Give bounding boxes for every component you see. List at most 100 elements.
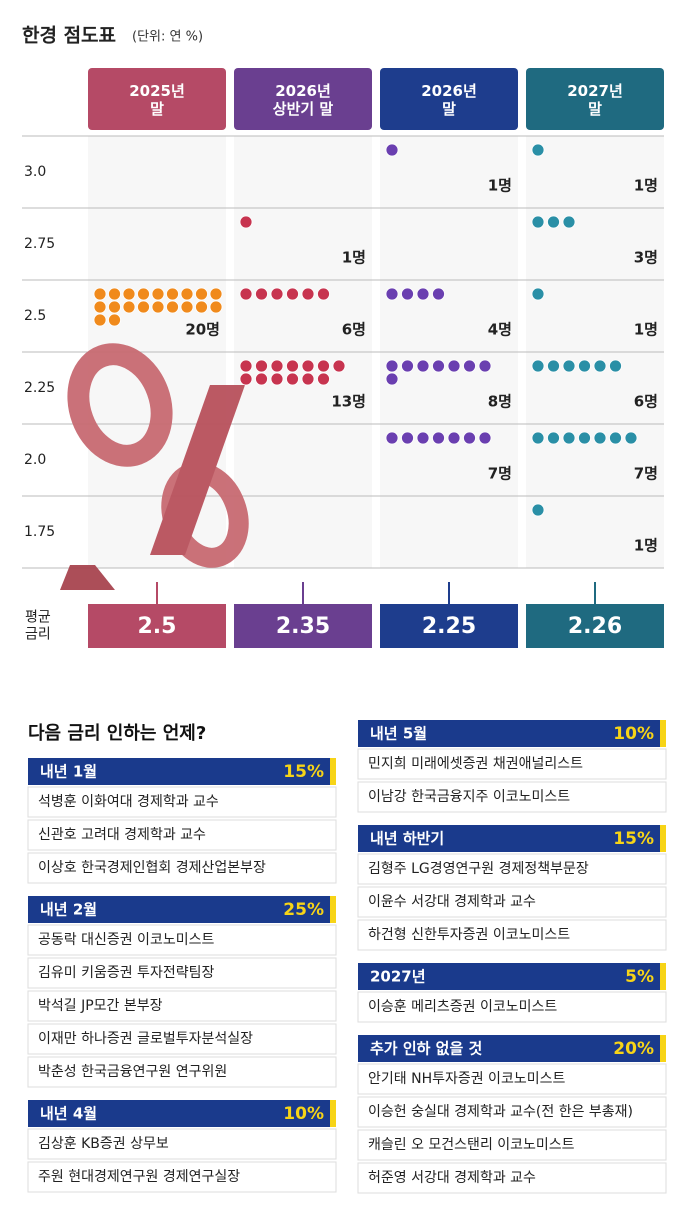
person: 이승훈 메리츠증권 이코노미스트 <box>368 999 557 1015</box>
percent-illustration <box>60 343 249 590</box>
dot <box>416 287 430 301</box>
person: 허준영 서강대 경제학과 교수 <box>368 1170 536 1186</box>
person: 이승헌 숭실대 경제학과 교수(전 한은 부총재) <box>368 1104 633 1120</box>
group-name: 2027년 <box>370 968 426 986</box>
dot <box>531 287 545 301</box>
count-label: 6명 <box>634 393 658 411</box>
average-bar <box>234 604 372 648</box>
dot <box>239 372 253 386</box>
dot <box>562 359 576 373</box>
dot <box>255 359 268 373</box>
group-header <box>358 963 666 990</box>
dot <box>108 300 121 314</box>
group-percent: 25% <box>283 900 324 920</box>
group-percent: 10% <box>283 1104 324 1124</box>
person: 이남강 한국금융지주 이코노미스트 <box>368 789 570 805</box>
person-row <box>27 924 337 956</box>
dot <box>180 300 194 314</box>
group-header <box>28 758 336 785</box>
dot <box>562 215 576 229</box>
person-row <box>27 990 337 1022</box>
dot <box>547 359 560 373</box>
dot-group <box>239 287 330 301</box>
dot <box>416 359 430 373</box>
person-row <box>27 1161 337 1193</box>
dot-group <box>239 359 346 386</box>
column-header <box>234 68 372 130</box>
dot <box>122 287 136 301</box>
group-header-accent <box>660 720 666 747</box>
dot-group <box>531 215 576 229</box>
poll-title: 다음 금리 인하는 언제? <box>28 723 206 744</box>
dot <box>180 287 194 301</box>
count-label: 1명 <box>634 177 658 195</box>
dot <box>401 287 414 301</box>
group-header-accent <box>330 896 336 923</box>
dot-group <box>531 431 638 445</box>
person: 김상훈 KB증권 상무보 <box>38 1136 169 1152</box>
dot <box>195 300 208 314</box>
chart-title: 한경 점도표 <box>22 25 116 47</box>
dot <box>531 143 545 157</box>
person-row <box>27 957 337 989</box>
person: 석병훈 이화여대 경제학과 교수 <box>38 794 219 810</box>
dot <box>401 359 414 373</box>
dot <box>93 287 107 301</box>
dot <box>531 431 545 445</box>
dot <box>578 431 591 445</box>
average-bar <box>526 604 664 648</box>
group-percent: 5% <box>625 967 654 987</box>
dot <box>108 287 121 301</box>
count-label: 20명 <box>185 321 220 339</box>
person: 이상호 한국경제인협회 경제산업본부장 <box>38 860 266 876</box>
count-label: 1명 <box>488 177 512 195</box>
dot <box>317 359 330 373</box>
group-header <box>28 896 336 923</box>
dot <box>385 431 399 445</box>
level-label: 1.75 <box>24 524 55 540</box>
group-header-accent <box>330 758 336 785</box>
dot <box>332 359 346 373</box>
dot <box>593 431 607 445</box>
dot <box>151 287 165 301</box>
dot <box>270 372 284 386</box>
dot-group <box>239 215 253 229</box>
person: 이재만 하나증권 글로벌투자분석실장 <box>38 1031 253 1047</box>
group-header <box>358 720 666 747</box>
person-row <box>357 748 667 780</box>
dot-group <box>531 287 545 301</box>
dot <box>166 287 179 301</box>
person-row <box>357 1129 667 1161</box>
dot <box>151 300 165 314</box>
person-row <box>357 781 667 813</box>
dot <box>122 300 136 314</box>
dot <box>401 431 414 445</box>
dot-group <box>531 359 622 373</box>
count-label: 4명 <box>488 321 512 339</box>
dot-group <box>385 359 492 386</box>
person: 하건형 신한투자증권 이코노미스트 <box>368 927 570 943</box>
dot <box>531 503 545 517</box>
column-header-label: 2027년 말 <box>567 82 623 118</box>
person-row <box>357 1063 667 1095</box>
count-label: 7명 <box>634 465 658 483</box>
average-value: 2.26 <box>568 614 622 639</box>
dot <box>531 359 545 373</box>
column-header-label: 2025년 말 <box>129 82 185 118</box>
dot-group <box>385 143 399 157</box>
dot <box>286 287 299 301</box>
dot <box>447 431 461 445</box>
average-value: 2.35 <box>276 614 330 639</box>
dot <box>255 287 268 301</box>
dot <box>239 287 253 301</box>
group-name: 추가 인하 없을 것 <box>370 1040 482 1058</box>
person-row <box>27 819 337 851</box>
dot <box>432 431 445 445</box>
dot <box>547 431 560 445</box>
dot <box>547 215 560 229</box>
person: 박춘성 한국금융연구원 연구위원 <box>38 1064 227 1080</box>
dot <box>137 287 150 301</box>
group-percent: 15% <box>283 762 324 782</box>
level-label: 2.75 <box>24 236 55 252</box>
group-name: 내년 1월 <box>40 763 97 781</box>
